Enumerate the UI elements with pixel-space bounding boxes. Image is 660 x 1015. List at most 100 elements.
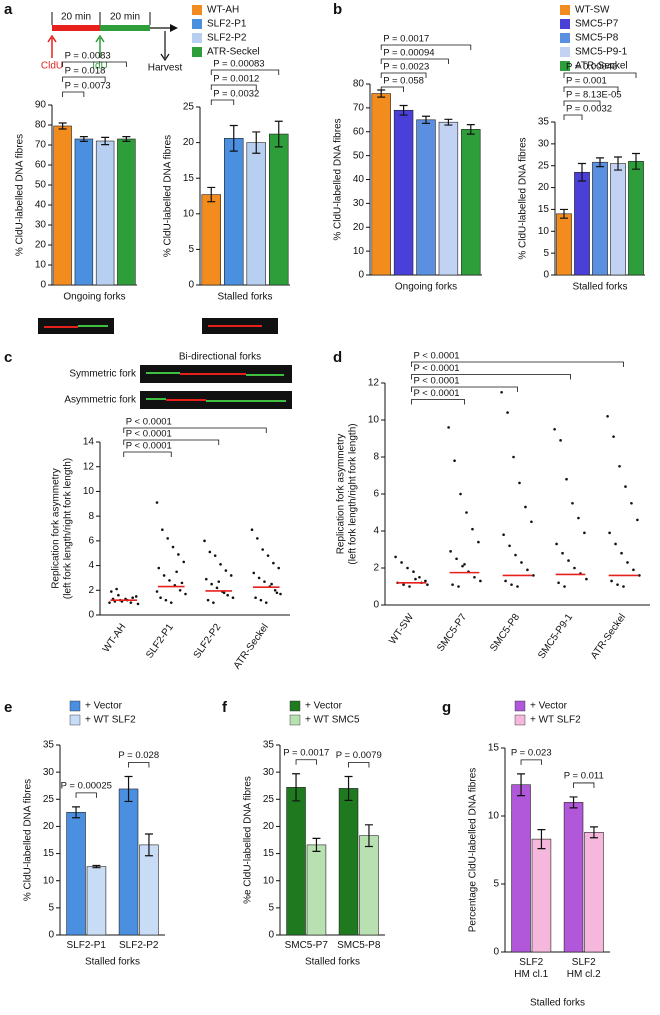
data-point (217, 580, 221, 583)
data-point (275, 591, 279, 595)
data-point (457, 585, 460, 588)
legend-label: SLF2-P2 (207, 33, 247, 44)
error-bar (578, 162, 586, 182)
data-point (477, 540, 480, 544)
data-point (561, 551, 564, 555)
y-tick-label: 0 (543, 270, 549, 281)
legend-swatch (514, 700, 526, 712)
bar (531, 838, 552, 953)
error-bar (444, 118, 453, 126)
data-point (626, 561, 629, 564)
y-tick-label: 35 (263, 740, 275, 751)
data-point (606, 415, 609, 418)
significance-bracket (210, 69, 280, 75)
y-tick-label: 5 (543, 248, 549, 259)
data-point (514, 553, 517, 557)
data-point (272, 561, 275, 565)
data-point (180, 581, 184, 585)
y-tick-label: 0 (268, 930, 274, 941)
y-tick-label: 60 (35, 160, 47, 171)
bar (66, 812, 86, 936)
y-tick-label: 35 (43, 740, 55, 751)
error-bar (229, 124, 238, 152)
significance-bracket (75, 792, 97, 798)
legend-swatch (560, 33, 570, 43)
data-point (612, 435, 615, 438)
arrow-head (170, 24, 178, 32)
data-point (414, 577, 417, 581)
idu-arrow (95, 34, 105, 58)
legend-label: + WT SMC5 (305, 715, 360, 726)
data-point (520, 561, 523, 564)
data-point (109, 590, 113, 593)
data-point (583, 531, 586, 535)
y-tick-label: 12 (368, 378, 380, 389)
p-value: P = 0.0012 (213, 74, 259, 85)
legend-swatch (192, 47, 202, 57)
x-tick-label: SMC5-P7 (435, 612, 469, 654)
y-axis-label: (left fork length/right fork length) (348, 423, 359, 564)
bar (556, 213, 572, 276)
data-point (624, 485, 627, 488)
bar (139, 844, 159, 936)
bar (246, 142, 267, 286)
bar (610, 163, 626, 276)
error-bar (569, 796, 578, 809)
y-tick-label: 25 (263, 794, 275, 805)
bar (393, 109, 414, 276)
p-value: P = 0.0073 (65, 81, 111, 92)
y-tick-label: 8 (373, 452, 379, 463)
p-value: P < 0.0001 (126, 417, 172, 428)
panel-labels: a b c d e f g (4, 1, 451, 716)
data-point (175, 570, 178, 574)
data-point (585, 577, 588, 581)
x-tick-label: WT-SW (387, 611, 416, 646)
bar (286, 787, 306, 936)
significance-bracket (123, 439, 220, 445)
significance-bracket (563, 114, 583, 120)
x-axis-label: Stalled forks (530, 998, 585, 1009)
data-point (530, 520, 533, 524)
segment-label: 20 min (110, 12, 140, 23)
fibre-label: Asymmetric fork (64, 395, 137, 406)
significance-bracket (210, 99, 235, 105)
bar (338, 788, 359, 936)
y-axis-label: Replication fork asymmetry (336, 434, 347, 555)
data-point (449, 550, 452, 553)
data-point (471, 527, 474, 531)
error-bar (144, 833, 153, 857)
y-tick-label: 0 (188, 280, 194, 291)
x-tick-label-box: SLF2 HM cl.2 (567, 957, 601, 980)
data-point (559, 439, 562, 442)
data-point (563, 585, 566, 588)
legend-swatch (514, 714, 526, 726)
x-axis-label: Stalled forks (572, 282, 627, 293)
error-bar (589, 826, 598, 839)
significance-bracket (62, 61, 127, 67)
legend-swatch (560, 47, 570, 57)
x-tick-label-box: SLF2 HM cl.1 (514, 957, 548, 980)
bar (416, 119, 436, 276)
data-point (508, 544, 511, 548)
significance-bracket (380, 72, 427, 78)
error-bar (596, 157, 604, 168)
y-axis-label: (left fork length/right fork length) (63, 458, 74, 599)
y-tick-label: 6 (373, 489, 379, 500)
legend-label: SMC5-P8 (575, 33, 619, 44)
data-point (573, 566, 576, 570)
y-tick-label: 2 (373, 563, 379, 574)
error-bar (101, 136, 110, 146)
error-bar (537, 829, 546, 850)
y-tick-label: 20 (43, 821, 55, 832)
x-tick-label: ATR-Seckel (232, 622, 271, 671)
y-tick-label: 50 (35, 180, 47, 191)
data-point (226, 593, 229, 597)
legend-swatch (192, 33, 202, 43)
panel-label: f (222, 699, 228, 716)
y-tick-label: 40 (35, 200, 47, 211)
p-value: P = 0.00083 (213, 59, 264, 70)
significance-bracket (128, 762, 150, 768)
timeline: 20 min 20 min CldU IdU Harvest (41, 12, 183, 74)
y-tick-label: 30 (353, 198, 365, 209)
data-point (263, 580, 266, 583)
